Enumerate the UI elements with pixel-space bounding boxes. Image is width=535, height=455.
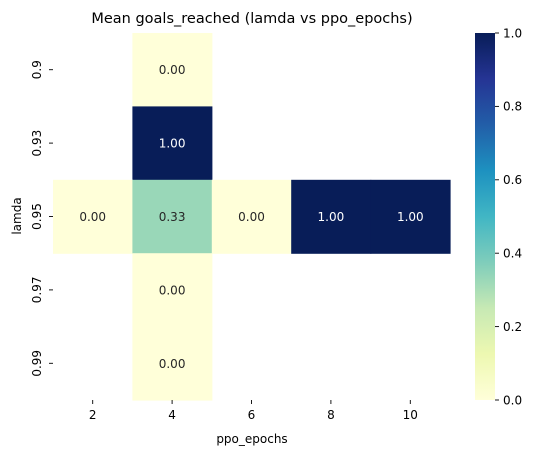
heatmap-cell [53,179,133,254]
heatmap-cell [132,106,213,181]
cell-value-label: 0.33 [159,210,186,224]
y-tick-label: 0.9 [30,60,44,79]
cell-value-label: 1.00 [159,137,186,151]
colorbar-tick-label: 0.8 [503,100,522,114]
heatmap-cell [132,326,213,401]
y-tick-label: 0.99 [30,350,44,377]
y-tick-label: 0.93 [30,130,44,157]
cell-value-label: 0.00 [79,210,106,224]
heatmap-cell [132,253,213,328]
x-tick-label: 10 [403,408,418,422]
heatmap-cell [291,179,372,254]
heatmap-cell [132,179,213,254]
cell-value-label: 0.00 [159,63,186,77]
cell-value-label: 1.00 [318,210,345,224]
x-tick-label: 4 [168,408,176,422]
heatmap-cell [132,33,213,107]
x-axis-label: ppo_epochs [216,432,287,446]
heatmap-cell [211,179,292,254]
cell-value-label: 0.00 [159,357,186,371]
cell-value-label: 0.00 [159,283,186,297]
y-axis: 0.9 0.93 0.95 0.97 0.99 [30,60,53,377]
colorbar-axis: 0.0 0.2 0.4 0.6 0.8 1.0 [495,26,522,407]
y-axis-label: lamda [10,197,24,234]
y-tick-label: 0.97 [30,277,44,304]
colorbar-tick-label: 0.4 [503,247,522,261]
cell-value-label: 0.00 [238,210,265,224]
colorbar-tick-label: 0.0 [503,393,522,407]
cell-value-label: 1.00 [397,210,424,224]
y-tick-label: 0.95 [30,203,44,230]
x-tick-label: 2 [89,408,97,422]
heatmap-cell [370,179,451,254]
colorbar-tick-label: 0.6 [503,173,522,187]
x-tick-label: 8 [327,408,335,422]
x-tick-label: 6 [248,408,256,422]
x-axis: 2 4 6 8 10 [89,400,418,422]
colorbar-tick-label: 0.2 [503,320,522,334]
chart-title: Mean goals_reached (lamda vs ppo_epochs) [91,11,412,27]
colorbar-tick-label: 1.0 [503,26,522,40]
colorbar [475,33,495,400]
heatmap-cells: 0.00 1.00 0.00 0.33 0.00 1.00 1.00 0.00 0.00 [53,33,451,401]
